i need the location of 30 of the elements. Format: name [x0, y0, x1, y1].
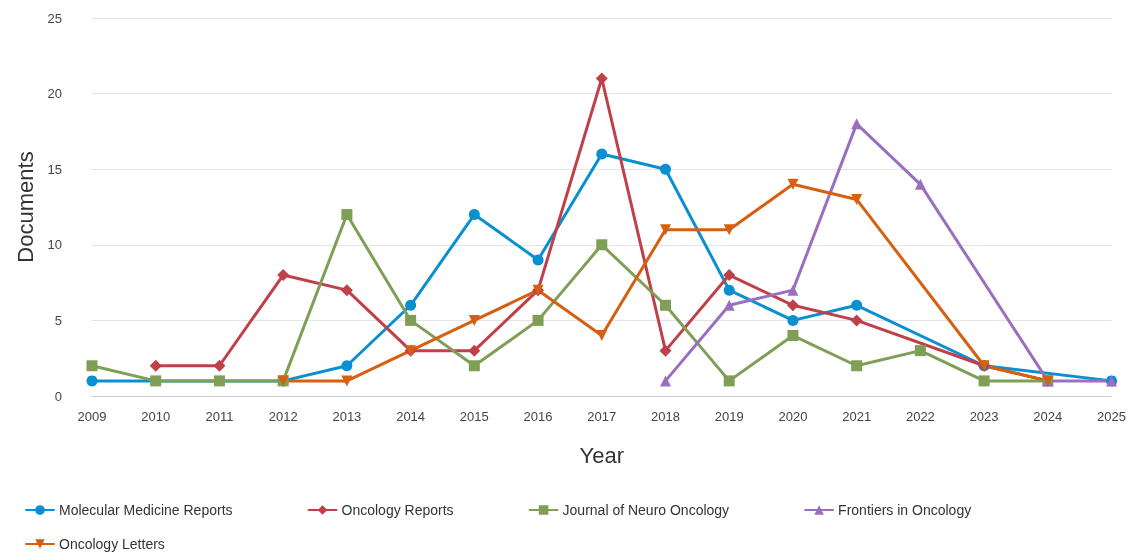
- x-tick-label: 2025: [1097, 409, 1126, 424]
- y-axis-title: Documents: [13, 151, 39, 263]
- x-axis-title: Year: [579, 442, 624, 468]
- legend-label: Oncology Letters: [59, 536, 165, 552]
- legend-label: Molecular Medicine Reports: [59, 502, 233, 518]
- x-tick-label: 2014: [396, 409, 426, 424]
- x-tick-label: 2021: [842, 409, 872, 424]
- x-tick-label: 2011: [205, 409, 234, 424]
- x-tick-label: 2019: [714, 409, 744, 424]
- y-tick-label: 5: [54, 312, 62, 328]
- legend-label: Oncology Reports: [341, 502, 454, 518]
- x-tick-label: 2009: [77, 409, 107, 424]
- x-tick-label: 2017: [587, 409, 617, 424]
- x-tick-label: 2010: [141, 409, 171, 424]
- y-tick-label: 25: [47, 10, 62, 26]
- y-tick-label: 10: [47, 237, 62, 253]
- x-tick-label: 2016: [523, 409, 553, 424]
- x-tick-label: 2024: [1033, 409, 1063, 424]
- x-tick-label: 2023: [969, 409, 999, 424]
- x-tick-label: 2018: [651, 409, 680, 424]
- legend-label: Journal of Neuro Oncology: [562, 502, 730, 518]
- x-tick-label: 2012: [268, 409, 298, 424]
- x-tick-label: 2015: [459, 409, 489, 424]
- y-tick-label: 15: [47, 161, 62, 177]
- y-tick-label: 0: [54, 388, 62, 404]
- y-tick-label: 20: [47, 86, 62, 102]
- x-tick-label: 2020: [778, 409, 808, 424]
- legend-label: Frontiers in Oncology: [838, 502, 972, 518]
- x-tick-label: 2013: [332, 409, 362, 424]
- x-tick-label: 2022: [905, 409, 935, 424]
